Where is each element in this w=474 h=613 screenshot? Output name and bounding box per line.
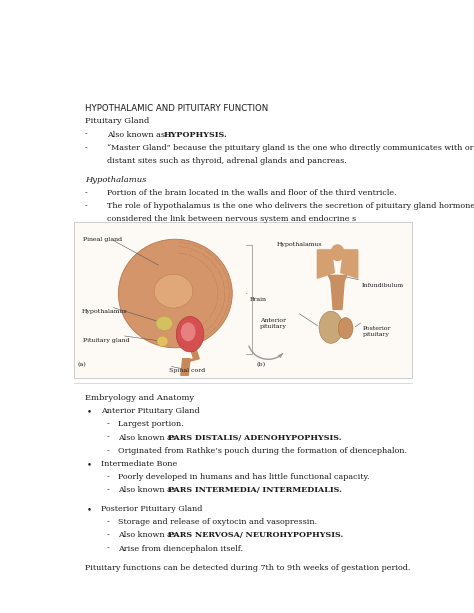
Text: -: - <box>107 544 110 552</box>
Ellipse shape <box>319 311 343 343</box>
Text: Spinal cord: Spinal cord <box>169 368 205 373</box>
Text: -: - <box>107 447 110 455</box>
Text: HYPOPHYSIS.: HYPOPHYSIS. <box>164 131 228 139</box>
Text: Arise from diencephalon itself.: Arise from diencephalon itself. <box>118 544 243 552</box>
Ellipse shape <box>330 244 345 261</box>
Text: considered the link between nervous system and endocrine s: considered the link between nervous syst… <box>107 215 356 223</box>
Text: Hypothalamus: Hypothalamus <box>85 175 146 184</box>
Text: •: • <box>87 407 92 416</box>
Text: (b): (b) <box>256 362 265 367</box>
Text: Posterior Pituitary Gland: Posterior Pituitary Gland <box>101 505 203 513</box>
Text: Also known as: Also known as <box>107 131 167 139</box>
Text: Pineal gland: Pineal gland <box>83 237 122 243</box>
Text: •: • <box>87 505 92 514</box>
Polygon shape <box>179 340 199 361</box>
Text: -: - <box>107 421 110 428</box>
Text: Pituitary gland: Pituitary gland <box>83 338 130 343</box>
Text: Portion of the brain located in the walls and floor of the third ventricle.: Portion of the brain located in the wall… <box>107 189 397 197</box>
Text: PARS DISTALIS/ ADENOHYPOPHYSIS.: PARS DISTALIS/ ADENOHYPOPHYSIS. <box>168 433 342 441</box>
Text: The role of hypothalamus is the one who delivers the secretion of pituitary glan: The role of hypothalamus is the one who … <box>107 202 474 210</box>
Text: -: - <box>107 531 110 539</box>
Text: Hypothalamus: Hypothalamus <box>82 309 127 314</box>
Polygon shape <box>181 359 190 375</box>
Ellipse shape <box>181 322 196 341</box>
Ellipse shape <box>118 239 232 348</box>
Text: Largest portion.: Largest portion. <box>118 421 184 428</box>
Text: Intermediate Bone: Intermediate Bone <box>101 460 178 468</box>
Text: (a): (a) <box>78 362 86 367</box>
Bar <box>74 222 412 378</box>
Polygon shape <box>331 281 344 310</box>
Text: Brain: Brain <box>250 297 267 302</box>
Text: -: - <box>107 486 110 494</box>
Text: HYPOTHALAMIC AND PITUITARY FUNCTION: HYPOTHALAMIC AND PITUITARY FUNCTION <box>85 104 268 113</box>
Text: Originated from Rathke’s pouch during the formation of diencephalon.: Originated from Rathke’s pouch during th… <box>118 447 407 455</box>
Text: distant sites such as thyroid, adrenal glands and pancreas.: distant sites such as thyroid, adrenal g… <box>107 157 347 165</box>
Text: Poorly developed in humans and has little functional capacity.: Poorly developed in humans and has littl… <box>118 473 370 481</box>
Ellipse shape <box>338 318 353 339</box>
Text: Anterior
pituitary: Anterior pituitary <box>260 318 287 329</box>
Text: PARS INTERMEDIA/ INTERMEDIALIS.: PARS INTERMEDIA/ INTERMEDIALIS. <box>168 486 342 494</box>
Text: Also known as: Also known as <box>118 531 179 539</box>
Text: Anterior Pituitary Gland: Anterior Pituitary Gland <box>101 407 200 415</box>
Polygon shape <box>328 275 347 281</box>
Text: Storage and release of oxytocin and vasopressin.: Storage and release of oxytocin and vaso… <box>118 518 317 526</box>
Polygon shape <box>318 250 334 278</box>
Text: Pituitary functions can be detected during 7th to 9th weeks of gestation period.: Pituitary functions can be detected duri… <box>85 565 410 573</box>
Text: “Master Gland” because the pituitary gland is the one who directly communicates : “Master Gland” because the pituitary gla… <box>107 144 474 152</box>
Text: -: - <box>107 518 110 526</box>
Text: •: • <box>87 460 92 469</box>
Text: Also known as: Also known as <box>118 486 179 494</box>
Polygon shape <box>341 250 358 278</box>
Text: Also known as: Also known as <box>118 433 179 441</box>
Ellipse shape <box>176 316 204 352</box>
Text: Posterior
pituitary: Posterior pituitary <box>363 326 391 337</box>
Text: Pituitary Gland: Pituitary Gland <box>85 118 149 126</box>
Ellipse shape <box>157 336 168 346</box>
Text: -: - <box>85 131 88 139</box>
Text: -: - <box>85 189 88 197</box>
Text: PARS NERVOSA/ NEUROHYPOPHYSIS.: PARS NERVOSA/ NEUROHYPOPHYSIS. <box>168 531 344 539</box>
Ellipse shape <box>156 316 173 330</box>
Text: -: - <box>85 144 88 152</box>
Ellipse shape <box>154 275 193 308</box>
Text: -: - <box>85 202 88 210</box>
Text: Infundibulum: Infundibulum <box>361 283 403 287</box>
Text: Hypothalamus: Hypothalamus <box>277 242 322 247</box>
Text: -: - <box>107 473 110 481</box>
Text: -: - <box>107 433 110 441</box>
Text: Embryology and Anatomy: Embryology and Anatomy <box>85 394 194 402</box>
